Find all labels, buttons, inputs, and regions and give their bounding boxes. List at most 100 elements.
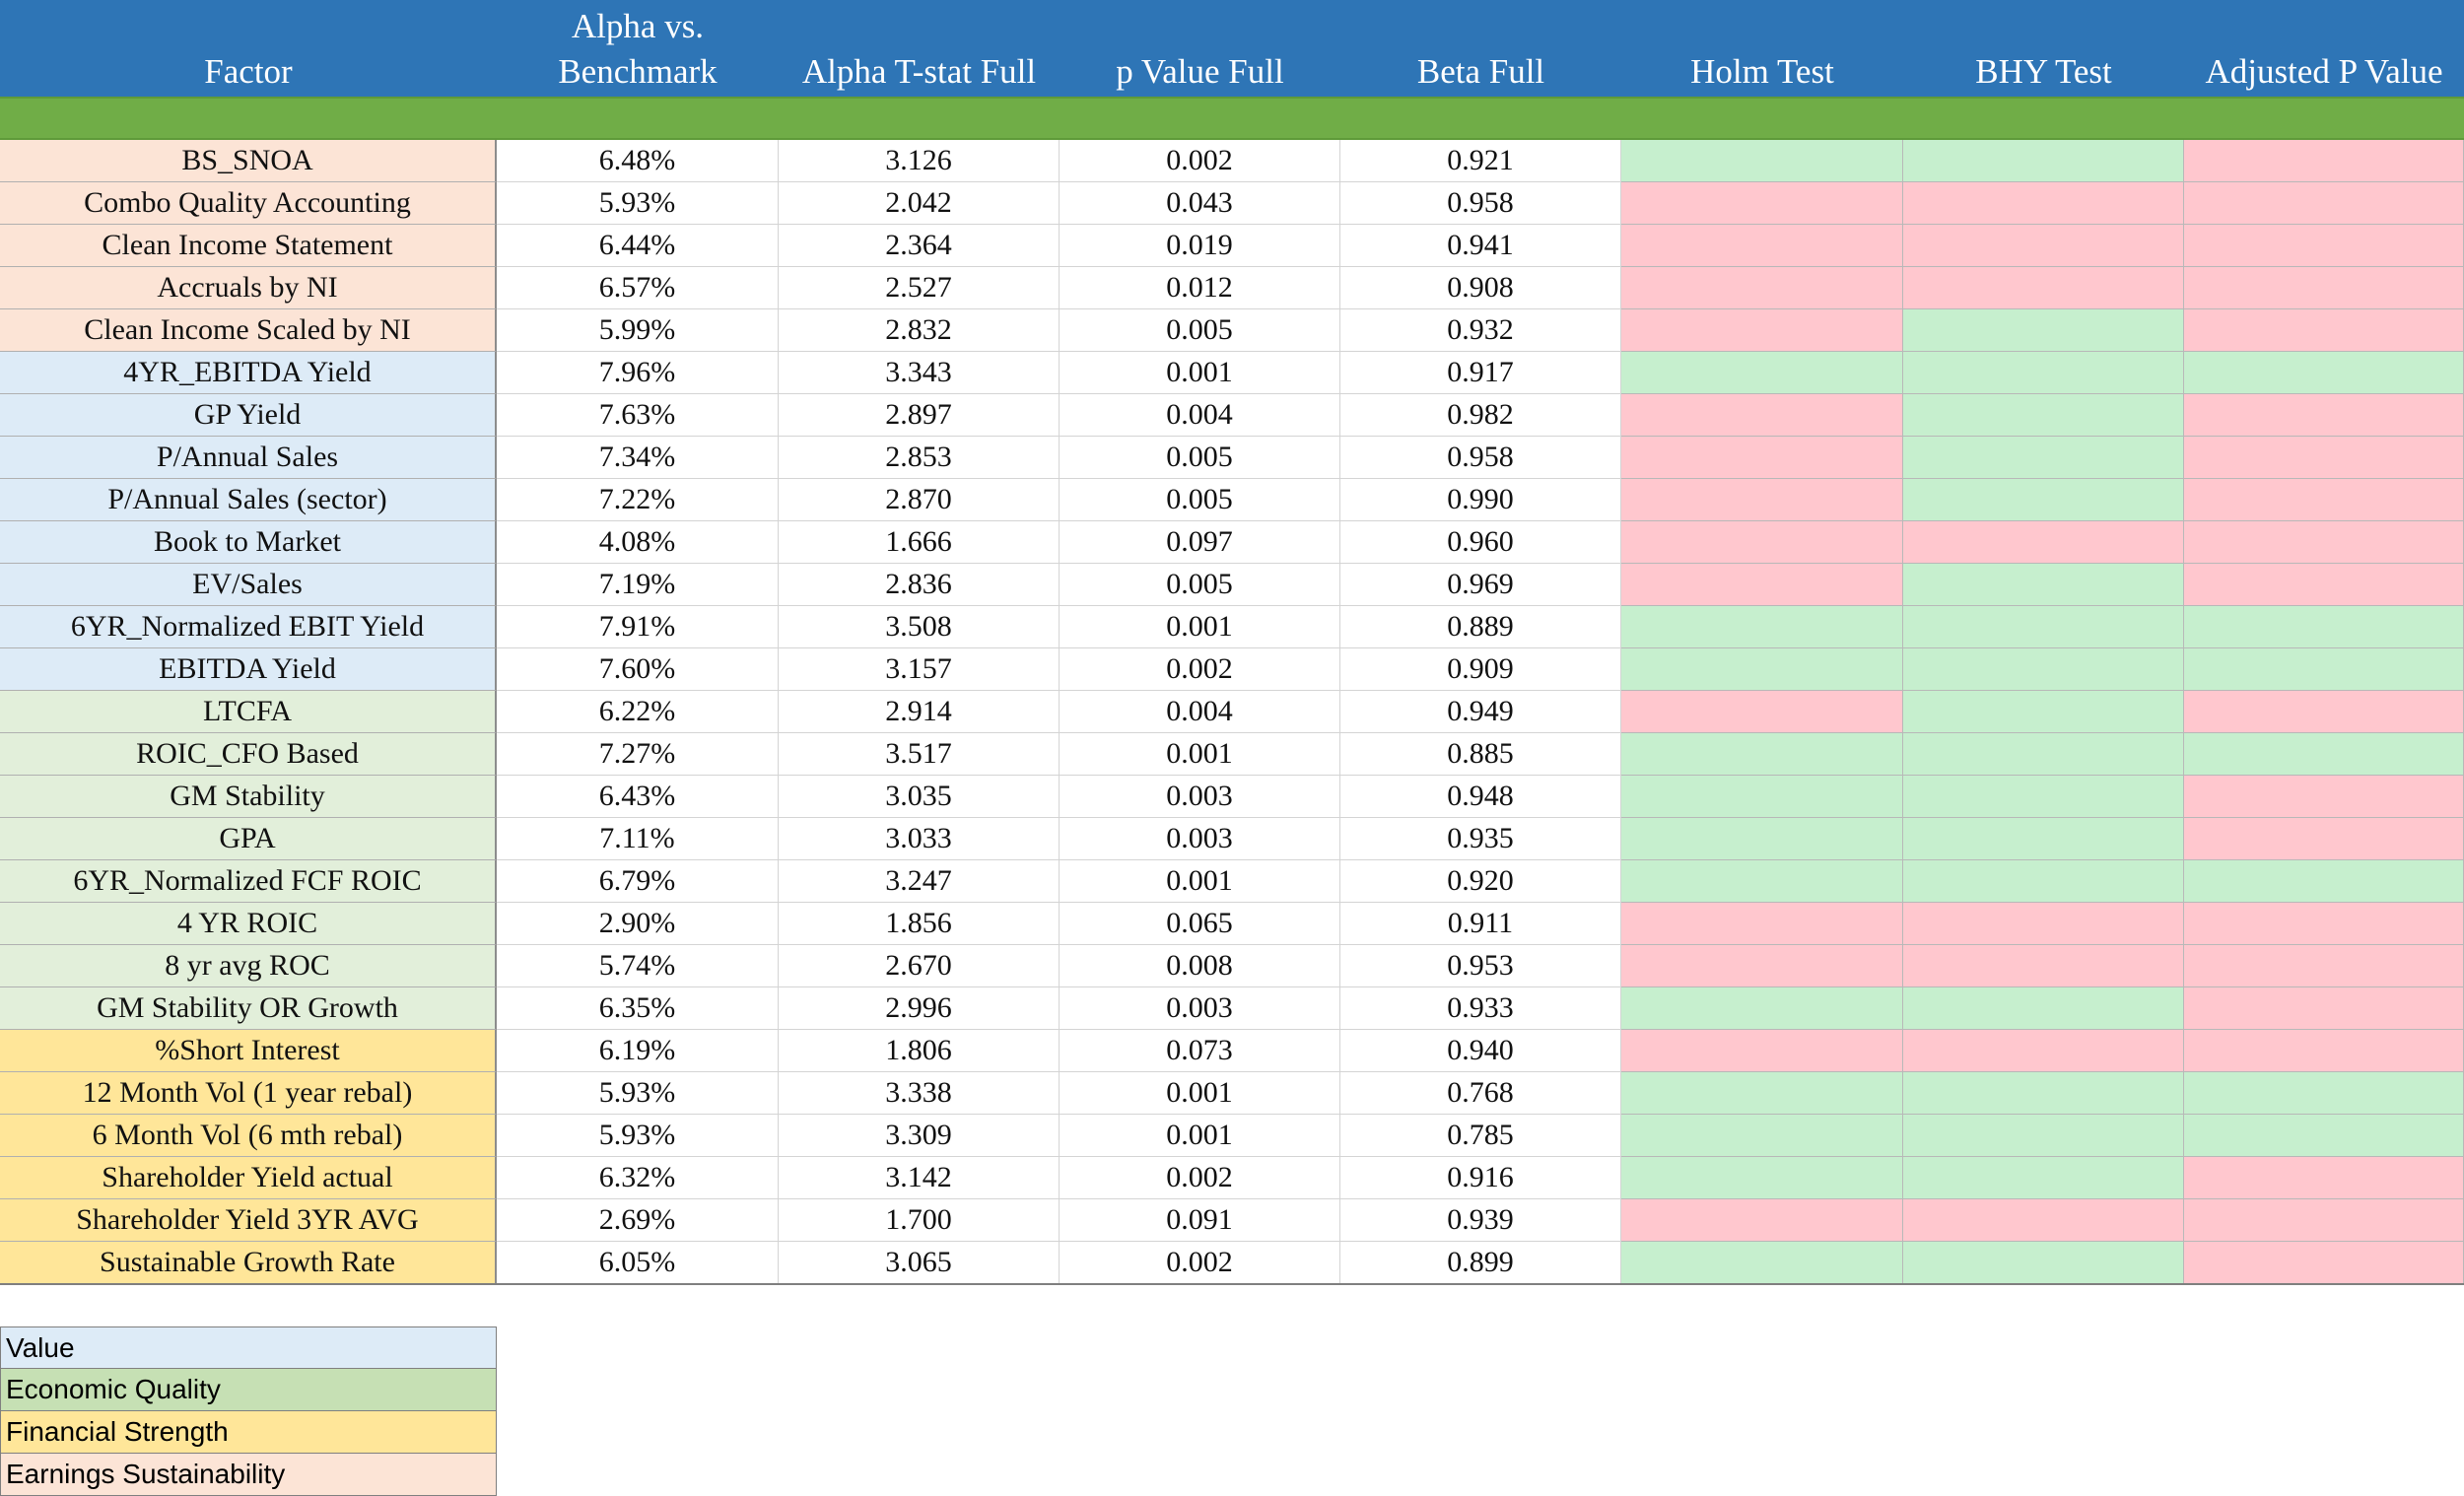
tstat-cell: 3.142 bbox=[779, 1157, 1060, 1199]
tstat-cell: 3.309 bbox=[779, 1115, 1060, 1157]
adjusted-p-cell bbox=[2184, 860, 2464, 903]
factor-cell: ROIC_CFO Based bbox=[0, 733, 497, 776]
factor-cell: Combo Quality Accounting bbox=[0, 182, 497, 225]
table-row: %Short Interest 6.19% 1.806 0.073 0.940 bbox=[0, 1030, 2464, 1072]
p-value-cell: 0.065 bbox=[1060, 903, 1340, 945]
adjusted-p-cell bbox=[2184, 564, 2464, 606]
holm-test-cell bbox=[1621, 606, 1903, 648]
factor-cell: GM Stability OR Growth bbox=[0, 987, 497, 1030]
beta-cell: 0.768 bbox=[1340, 1072, 1621, 1115]
adjusted-p-cell bbox=[2184, 903, 2464, 945]
bhy-test-cell bbox=[1903, 945, 2184, 987]
beta-cell: 0.935 bbox=[1340, 818, 1621, 860]
adjusted-p-cell bbox=[2184, 182, 2464, 225]
holm-test-cell bbox=[1621, 225, 1903, 267]
factor-cell: 12 Month Vol (1 year rebal) bbox=[0, 1072, 497, 1115]
bhy-test-cell bbox=[1903, 309, 2184, 352]
p-value-cell: 0.073 bbox=[1060, 1030, 1340, 1072]
bhy-test-cell bbox=[1903, 394, 2184, 437]
alpha-cell: 7.11% bbox=[497, 818, 779, 860]
adjusted-p-cell bbox=[2184, 140, 2464, 182]
beta-cell: 0.785 bbox=[1340, 1115, 1621, 1157]
holm-test-cell bbox=[1621, 648, 1903, 691]
alpha-cell: 2.69% bbox=[497, 1199, 779, 1242]
alpha-cell: 6.43% bbox=[497, 776, 779, 818]
factor-cell: EBITDA Yield bbox=[0, 648, 497, 691]
tstat-cell: 2.832 bbox=[779, 309, 1060, 352]
alpha-cell: 6.57% bbox=[497, 267, 779, 309]
p-value-cell: 0.008 bbox=[1060, 945, 1340, 987]
tstat-cell: 2.996 bbox=[779, 987, 1060, 1030]
beta-cell: 0.916 bbox=[1340, 1157, 1621, 1199]
holm-test-cell bbox=[1621, 860, 1903, 903]
holm-test-cell bbox=[1621, 394, 1903, 437]
p-value-cell: 0.001 bbox=[1060, 606, 1340, 648]
holm-test-cell bbox=[1621, 564, 1903, 606]
adjusted-p-cell bbox=[2184, 521, 2464, 564]
alpha-cell: 6.19% bbox=[497, 1030, 779, 1072]
adjusted-p-cell bbox=[2184, 776, 2464, 818]
table-row: Book to Market 4.08% 1.666 0.097 0.960 bbox=[0, 521, 2464, 564]
beta-cell: 0.911 bbox=[1340, 903, 1621, 945]
beta-cell: 0.941 bbox=[1340, 225, 1621, 267]
beta-cell: 0.953 bbox=[1340, 945, 1621, 987]
bhy-test-cell bbox=[1903, 521, 2184, 564]
tstat-cell: 3.035 bbox=[779, 776, 1060, 818]
beta-cell: 0.921 bbox=[1340, 140, 1621, 182]
alpha-cell: 5.93% bbox=[497, 1115, 779, 1157]
table-row: ROIC_CFO Based 7.27% 3.517 0.001 0.885 bbox=[0, 733, 2464, 776]
p-value-cell: 0.001 bbox=[1060, 1072, 1340, 1115]
factor-cell: GP Yield bbox=[0, 394, 497, 437]
p-value-cell: 0.001 bbox=[1060, 733, 1340, 776]
header-alpha-tstat-full: Alpha T-stat Full bbox=[801, 52, 1037, 91]
adjusted-p-cell bbox=[2184, 945, 2464, 987]
alpha-cell: 5.74% bbox=[497, 945, 779, 987]
bhy-test-cell bbox=[1903, 267, 2184, 309]
bhy-test-cell bbox=[1903, 1242, 2184, 1284]
bhy-test-cell bbox=[1903, 606, 2184, 648]
bhy-test-cell bbox=[1903, 182, 2184, 225]
table-row: EV/Sales 7.19% 2.836 0.005 0.969 bbox=[0, 564, 2464, 606]
p-value-cell: 0.097 bbox=[1060, 521, 1340, 564]
header-holm-test: Holm Test bbox=[1690, 52, 1834, 91]
tstat-cell: 2.853 bbox=[779, 437, 1060, 479]
table-row: 6YR_Normalized EBIT Yield 7.91% 3.508 0.001… bbox=[0, 606, 2464, 648]
table-row: Shareholder Yield 3YR AVG 2.69% 1.700 0.091… bbox=[0, 1199, 2464, 1242]
holm-test-cell bbox=[1621, 1072, 1903, 1115]
beta-cell: 0.920 bbox=[1340, 860, 1621, 903]
beta-cell: 0.948 bbox=[1340, 776, 1621, 818]
p-value-cell: 0.001 bbox=[1060, 352, 1340, 394]
tstat-cell: 2.836 bbox=[779, 564, 1060, 606]
table-row: 6YR_Normalized FCF ROIC 6.79% 3.247 0.001 0.… bbox=[0, 860, 2464, 903]
holm-test-cell bbox=[1621, 182, 1903, 225]
tstat-cell: 3.126 bbox=[779, 140, 1060, 182]
tstat-cell: 2.897 bbox=[779, 394, 1060, 437]
p-value-cell: 0.019 bbox=[1060, 225, 1340, 267]
beta-cell: 0.899 bbox=[1340, 1242, 1621, 1284]
table-row: Sustainable Growth Rate 6.05% 3.065 0.002 0.… bbox=[0, 1242, 2464, 1284]
alpha-cell: 6.05% bbox=[497, 1242, 779, 1284]
alpha-cell: 6.32% bbox=[497, 1157, 779, 1199]
table-row: EBITDA Yield 7.60% 3.157 0.002 0.909 bbox=[0, 648, 2464, 691]
adjusted-p-cell bbox=[2184, 352, 2464, 394]
p-value-cell: 0.003 bbox=[1060, 818, 1340, 860]
table-row: Accruals by NI 6.57% 2.527 0.012 0.908 bbox=[0, 267, 2464, 309]
alpha-cell: 7.34% bbox=[497, 437, 779, 479]
factor-cell: 4 YR ROIC bbox=[0, 903, 497, 945]
p-value-cell: 0.004 bbox=[1060, 691, 1340, 733]
holm-test-cell bbox=[1621, 267, 1903, 309]
p-value-cell: 0.003 bbox=[1060, 776, 1340, 818]
table-row: Clean Income Scaled by NI 5.99% 2.832 0.005… bbox=[0, 309, 2464, 352]
adjusted-p-cell bbox=[2184, 437, 2464, 479]
holm-test-cell bbox=[1621, 818, 1903, 860]
adjusted-p-cell bbox=[2184, 479, 2464, 521]
table-row: Shareholder Yield actual 6.32% 3.142 0.002 0… bbox=[0, 1157, 2464, 1199]
p-value-cell: 0.091 bbox=[1060, 1199, 1340, 1242]
alpha-cell: 6.79% bbox=[497, 860, 779, 903]
factor-cell: Clean Income Scaled by NI bbox=[0, 309, 497, 352]
beta-cell: 0.958 bbox=[1340, 182, 1621, 225]
adjusted-p-cell bbox=[2184, 1242, 2464, 1284]
factor-cell: 6YR_Normalized EBIT Yield bbox=[0, 606, 497, 648]
alpha-cell: 5.93% bbox=[497, 182, 779, 225]
table-row: 6 Month Vol (6 mth rebal) 5.93% 3.309 0.001… bbox=[0, 1115, 2464, 1157]
